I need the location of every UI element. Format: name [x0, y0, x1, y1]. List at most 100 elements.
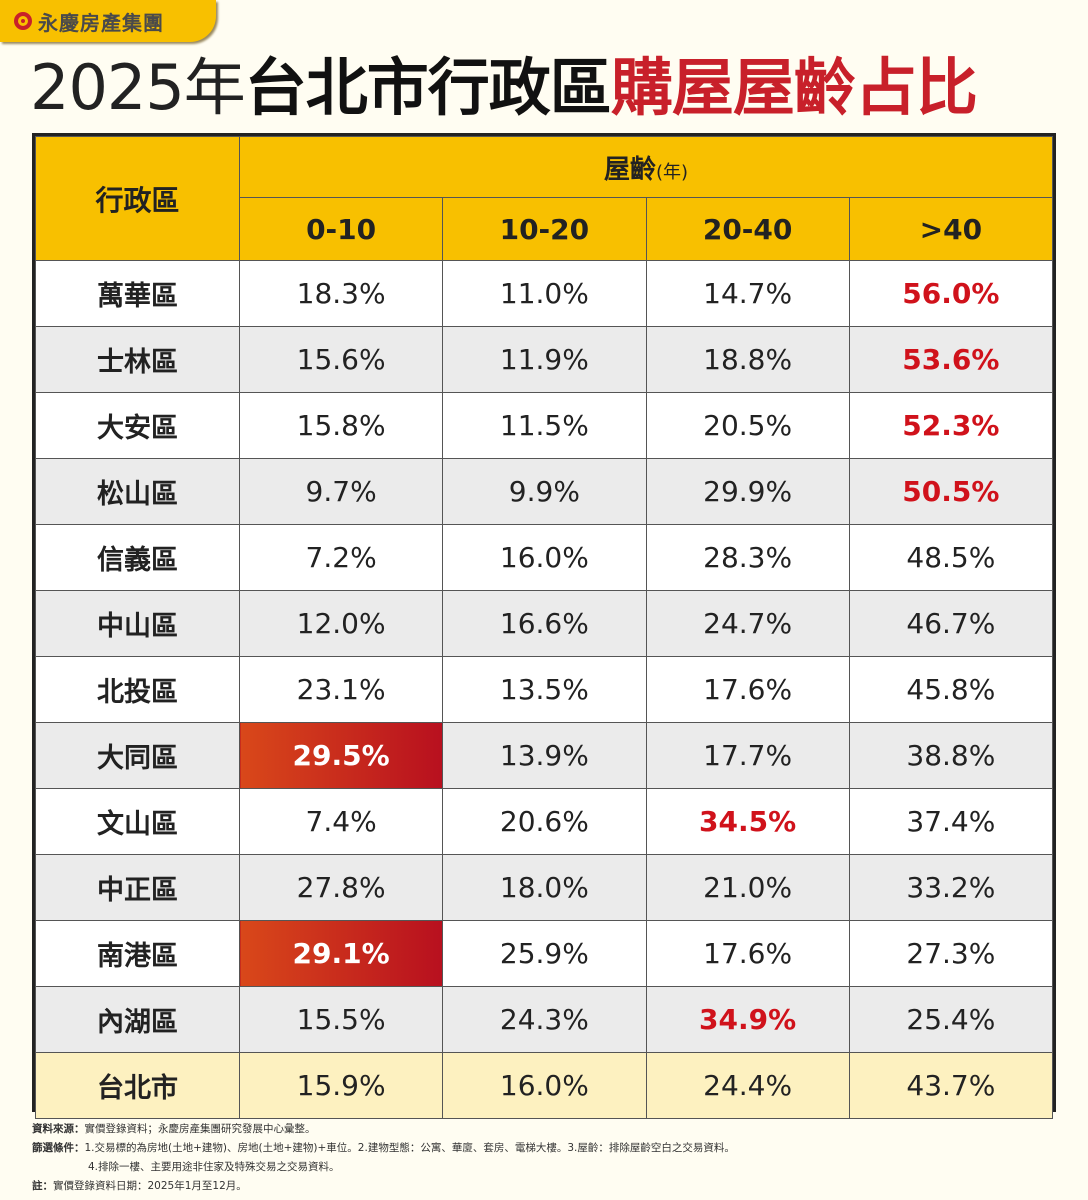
value-cell: 52.3% [848, 392, 1054, 459]
value-cell: 9.7% [238, 458, 444, 525]
filter-text-1: 1.交易標的為房地(土地+建物)、房地(土地+建物)+車位。2.建物型態：公寓、… [84, 1142, 735, 1154]
column-header: 20-40 [645, 197, 850, 261]
value-cell: 15.9% [238, 1052, 444, 1119]
value-cell: 21.0% [645, 854, 850, 921]
value-cell: 45.8% [848, 656, 1054, 723]
source-label: 資料來源： [32, 1123, 85, 1135]
value-cell: 12.0% [238, 590, 444, 657]
table-row: 南港區 29.1% 25.9% 17.6% 27.3% [35, 920, 1054, 987]
value-cell: 23.1% [238, 656, 444, 723]
table-row: 信義區 7.2% 16.0% 28.3% 48.5% [35, 524, 1054, 591]
district-cell: 大安區 [35, 392, 240, 459]
title-region: 台北市行政區 [244, 51, 612, 124]
district-cell: 士林區 [35, 326, 240, 393]
table-row: 北投區 23.1% 13.5% 17.6% 45.8% [35, 656, 1054, 723]
district-cell: 大同區 [35, 722, 240, 789]
table-row: 內湖區 15.5% 24.3% 34.9% 25.4% [35, 986, 1054, 1053]
title-year: 2025年 [30, 51, 246, 124]
district-cell: 內湖區 [35, 986, 240, 1053]
district-cell: 台北市 [35, 1052, 240, 1119]
district-cell: 文山區 [35, 788, 240, 855]
value-cell: 16.0% [442, 524, 647, 591]
value-cell: 24.7% [645, 590, 850, 657]
value-cell: 25.4% [848, 986, 1054, 1053]
filter-label: 篩選條件： [32, 1142, 85, 1154]
value-cell: 11.5% [442, 392, 647, 459]
value-cell: 24.4% [645, 1052, 850, 1119]
value-cell: 13.5% [442, 656, 647, 723]
age-share-table: 行政區 屋齡(年) 0-10 10-20 20-40 >40 萬華區 18.3% 11.0… [32, 133, 1056, 1119]
value-cell: 29.5% [238, 722, 444, 789]
value-cell: 29.1% [238, 920, 444, 987]
value-cell: 48.5% [848, 524, 1054, 591]
district-cell: 南港區 [35, 920, 240, 987]
value-cell: 38.8% [848, 722, 1054, 789]
value-cell: 25.9% [442, 920, 647, 987]
value-cell: 15.6% [238, 326, 444, 393]
value-cell: 13.9% [442, 722, 647, 789]
value-cell: 20.5% [645, 392, 850, 459]
value-cell: 17.6% [645, 920, 850, 987]
table-row: 大同區 29.5% 13.9% 17.7% 38.8% [35, 722, 1054, 789]
value-cell: 34.9% [645, 986, 850, 1053]
value-cell: 27.8% [238, 854, 444, 921]
brand-name: 永慶房產集團 [38, 10, 164, 35]
group-header-unit: (年) [655, 161, 689, 183]
value-cell: 16.0% [442, 1052, 647, 1119]
value-cell: 29.9% [645, 458, 850, 525]
table-row: 士林區 15.6% 11.9% 18.8% 53.6% [35, 326, 1054, 393]
table-row: 中正區 27.8% 18.0% 21.0% 33.2% [35, 854, 1054, 921]
value-cell: 15.8% [238, 392, 444, 459]
column-header: >40 [848, 197, 1054, 261]
value-cell: 33.2% [848, 854, 1054, 921]
footnotes: 資料來源：實價登錄資料；永慶房產集團研究發展中心彙整。 篩選條件：1.交易標的為… [32, 1120, 735, 1196]
title-topic: 購屋屋齡占比 [610, 51, 978, 124]
value-cell: 16.6% [442, 590, 647, 657]
table-row: 文山區 7.4% 20.6% 34.5% 37.4% [35, 788, 1054, 855]
value-cell: 7.4% [238, 788, 444, 855]
table-row: 松山區 9.7% 9.9% 29.9% 50.5% [35, 458, 1054, 525]
value-cell: 50.5% [848, 458, 1054, 525]
row-header: 行政區 [35, 136, 240, 261]
note-label: 註： [32, 1180, 53, 1192]
value-cell: 11.9% [442, 326, 647, 393]
brand-logo-icon [14, 12, 32, 30]
value-cell: 7.2% [238, 524, 444, 591]
value-cell: 20.6% [442, 788, 647, 855]
value-cell: 43.7% [848, 1052, 1054, 1119]
value-cell: 11.0% [442, 260, 647, 327]
value-cell: 24.3% [442, 986, 647, 1053]
value-cell: 56.0% [848, 260, 1054, 327]
district-cell: 北投區 [35, 656, 240, 723]
table-row: 台北市 15.9% 16.0% 24.4% 43.7% [35, 1052, 1054, 1119]
district-cell: 信義區 [35, 524, 240, 591]
group-header-label: 屋齡 [603, 154, 656, 185]
value-cell: 53.6% [848, 326, 1054, 393]
value-cell: 9.9% [442, 458, 647, 525]
value-cell: 18.8% [645, 326, 850, 393]
filter-text-2: 4.排除一樓、主要用途非住家及特殊交易之交易資料。 [88, 1161, 340, 1173]
value-cell: 18.3% [238, 260, 444, 327]
district-cell: 萬華區 [35, 260, 240, 327]
value-cell: 28.3% [645, 524, 850, 591]
value-cell: 34.5% [645, 788, 850, 855]
district-cell: 中山區 [35, 590, 240, 657]
column-header: 10-20 [442, 197, 647, 261]
note-text: 實價登錄資料日期：2025年1月至12月。 [53, 1180, 247, 1192]
column-header: 0-10 [238, 197, 444, 261]
value-cell: 37.4% [848, 788, 1054, 855]
group-header: 屋齡(年) [239, 136, 1053, 198]
district-cell: 松山區 [35, 458, 240, 525]
table-row: 萬華區 18.3% 11.0% 14.7% 56.0% [35, 260, 1054, 327]
value-cell: 46.7% [848, 590, 1054, 657]
brand-logo: 永慶房產集團 [0, 0, 216, 42]
value-cell: 14.7% [645, 260, 850, 327]
value-cell: 17.6% [645, 656, 850, 723]
page-title: 2025年台北市行政區購屋屋齡占比 [30, 50, 978, 126]
district-cell: 中正區 [35, 854, 240, 921]
value-cell: 17.7% [645, 722, 850, 789]
value-cell: 27.3% [848, 920, 1054, 987]
value-cell: 15.5% [238, 986, 444, 1053]
value-cell: 18.0% [442, 854, 647, 921]
table-row: 大安區 15.8% 11.5% 20.5% 52.3% [35, 392, 1054, 459]
